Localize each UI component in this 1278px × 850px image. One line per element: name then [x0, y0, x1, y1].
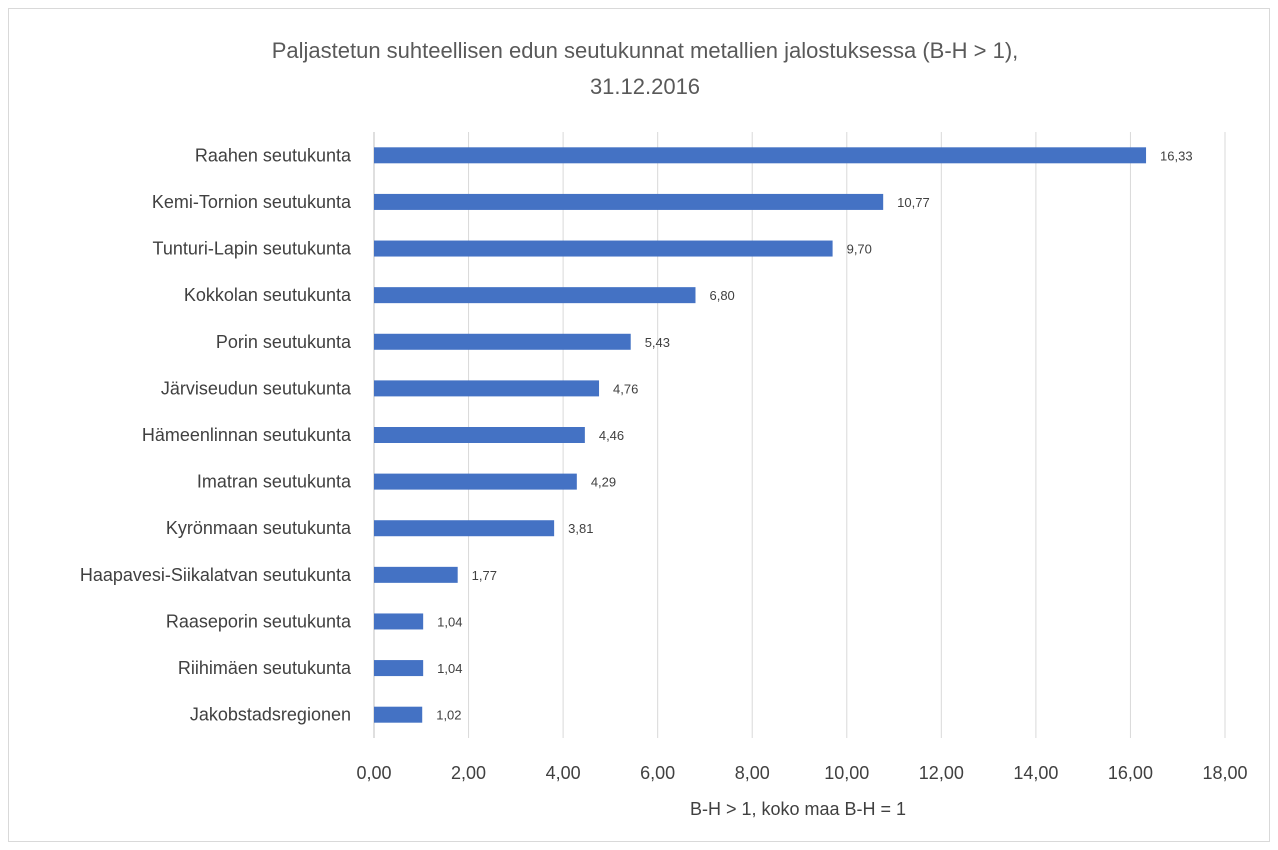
data-labels: 16,33 10,77 9,70 6,80 5,43 4,76 4,46 4,29 3,81 1,… [436, 148, 1192, 722]
x-tick-label: 10,00 [824, 763, 869, 783]
bar [374, 706, 423, 723]
x-tick-label: 2,00 [451, 763, 486, 783]
chart-title-line-1: Paljastetun suhteellisen edun seutukunna… [272, 38, 1019, 63]
x-axis-title: B-H > 1, koko maa B-H = 1 [690, 799, 906, 819]
bar [374, 333, 631, 350]
data-label: 1,04 [437, 661, 462, 676]
x-tick-label: 0,00 [356, 763, 391, 783]
x-tick-label: 14,00 [1013, 763, 1058, 783]
category-label: Riihimäen seutukunta [178, 658, 352, 678]
category-label: Hämeenlinnan seutukunta [142, 425, 352, 445]
bar [374, 193, 884, 210]
bar [374, 520, 555, 537]
x-tick-label: 8,00 [735, 763, 770, 783]
bar [374, 660, 424, 677]
category-label: Porin seutukunta [216, 332, 352, 352]
bars [374, 147, 1147, 723]
category-label: Raaseporin seutukunta [166, 611, 352, 631]
data-label: 4,76 [613, 381, 638, 396]
data-label: 4,29 [591, 475, 616, 490]
category-label: Kokkolan seutukunta [184, 285, 352, 305]
data-label: 1,02 [436, 708, 461, 723]
bar [374, 287, 696, 304]
gridlines [373, 132, 1226, 738]
category-label: Haapavesi-Siikalatvan seutukunta [80, 565, 352, 585]
x-tick-label: 6,00 [640, 763, 675, 783]
category-label: Kyrönmaan seutukunta [166, 518, 352, 538]
x-tick-label: 4,00 [546, 763, 581, 783]
x-tick-label: 16,00 [1108, 763, 1153, 783]
data-label: 5,43 [645, 335, 670, 350]
data-label: 6,80 [709, 288, 734, 303]
data-label: 16,33 [1160, 148, 1193, 163]
data-label: 10,77 [897, 195, 930, 210]
bar [374, 566, 458, 583]
chart-title-line-2: 31.12.2016 [590, 74, 700, 99]
category-label: Järviseudun seutukunta [161, 378, 352, 398]
data-label: 4,46 [599, 428, 624, 443]
bar [374, 240, 833, 257]
data-label: 1,04 [437, 614, 462, 629]
bar [374, 147, 1147, 164]
chart-frame [8, 8, 1270, 842]
category-label: Imatran seutukunta [197, 472, 352, 492]
category-label: Raahen seutukunta [195, 145, 352, 165]
data-label: 1,77 [472, 568, 497, 583]
bar [374, 473, 577, 490]
x-tick-labels: 0,00 2,00 4,00 6,00 8,00 10,00 12,00 14,00 16,00… [356, 763, 1247, 783]
bar [374, 427, 585, 443]
data-label: 9,70 [847, 242, 872, 257]
category-label: Tunturi-Lapin seutukunta [153, 239, 352, 259]
bar [374, 380, 600, 397]
category-label: Jakobstadsregionen [190, 705, 351, 725]
bar [374, 613, 424, 630]
x-tick-label: 12,00 [919, 763, 964, 783]
category-labels: Raahen seutukunta Kemi-Tornion seutukunta… [80, 145, 352, 724]
category-label: Kemi-Tornion seutukunta [152, 192, 352, 212]
data-label: 3,81 [568, 521, 593, 536]
x-tick-label: 18,00 [1202, 763, 1247, 783]
